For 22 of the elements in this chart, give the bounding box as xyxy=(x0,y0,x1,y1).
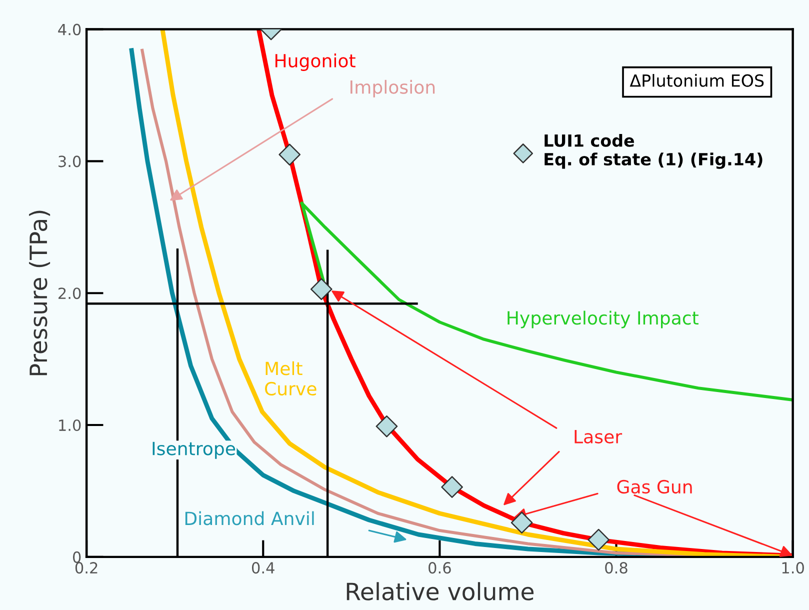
x-axis-title: Relative volume xyxy=(346,582,534,600)
series-label: Hypervelocity Impact xyxy=(508,310,698,328)
y-tick-label: 1.0 xyxy=(59,419,81,432)
series-label: Isentrope xyxy=(152,442,236,459)
y-tick-label: 4.0 xyxy=(58,24,81,36)
x-tick-label: 0.8 xyxy=(605,562,628,574)
x-tick-label: 0.6 xyxy=(428,562,451,574)
y-tick-label: 3.0 xyxy=(58,156,81,168)
annotation: Laser xyxy=(574,430,622,444)
y-axis-title: Pressure (TPa) xyxy=(29,210,50,376)
annotation: ΔPlutonium EOS xyxy=(630,74,764,87)
annotation: Gas Gun xyxy=(617,480,692,494)
annotation: Implosion xyxy=(350,80,435,98)
series-label: Melt Curve xyxy=(265,361,316,396)
y-tick-label: 2.0 xyxy=(58,288,81,300)
series-label: Hugoniot xyxy=(275,54,356,71)
x-tick-label: 0.4 xyxy=(252,562,274,574)
y-tick-label: 0 xyxy=(72,551,81,563)
legend-label: LUI1 code Eq. of state (1) (Fig.14) xyxy=(544,134,762,169)
x-tick-label: 0.2 xyxy=(75,562,98,574)
x-tick-label: 1.0 xyxy=(782,562,804,574)
annotation: Diamond Anvil xyxy=(185,511,314,526)
